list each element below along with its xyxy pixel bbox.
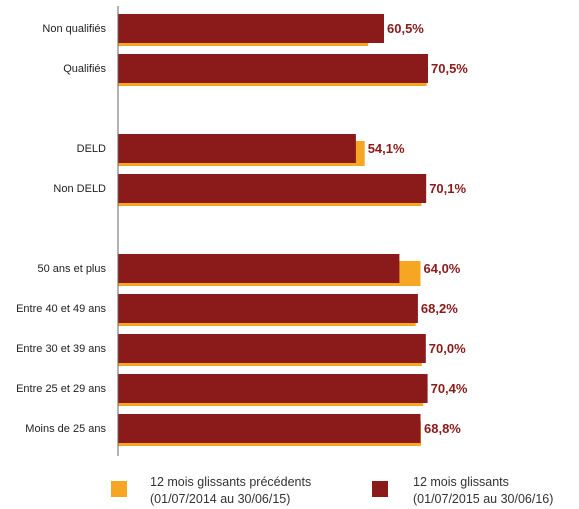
value-label-non-qualifies: 60,5% [387, 21, 424, 36]
legend-swatch-previous [111, 481, 127, 497]
bar-current-entre-40-et-49-ans [118, 294, 418, 323]
bar-current-deld [118, 134, 356, 163]
category-label-entre-40-et-49-ans: Entre 40 et 49 ans [16, 303, 106, 315]
bar-current-qualifies [118, 54, 428, 83]
bar-current-entre-30-et-39-ans [118, 334, 426, 363]
value-label-entre-30-et-39-ans: 70,0% [429, 341, 466, 356]
value-label-qualifies: 70,5% [431, 61, 468, 76]
value-label-50-ans-et-plus: 64,0% [424, 261, 461, 276]
legend-previous-period: (01/07/2014 au 30/06/15) [150, 492, 290, 506]
legend-current-period: (01/07/2015 au 30/06/16) [413, 492, 553, 506]
value-label-entre-25-et-29-ans: 70,4% [431, 381, 468, 396]
bar-current-50-ans-et-plus [118, 254, 400, 283]
legend: 12 mois glissants précédents (01/07/2014… [111, 475, 553, 506]
category-label-entre-25-et-29-ans: Entre 25 et 29 ans [16, 383, 106, 395]
category-label-50-ans-et-plus: 50 ans et plus [38, 263, 107, 275]
bar-current-non-deld [118, 174, 427, 203]
value-label-deld: 54,1% [368, 141, 405, 156]
legend-previous-name: 12 mois glissants précédents [150, 475, 311, 489]
labels-layer: Non qualifiés 60,5% Qualifiés 70,5% DELD 54,1… [16, 21, 468, 436]
category-label-deld: DELD [77, 143, 106, 155]
bar-current-moins-de-25-ans [118, 414, 421, 443]
category-label-non-qualifies: Non qualifiés [42, 23, 106, 35]
value-label-non-deld: 70,1% [429, 181, 466, 196]
category-label-entre-30-et-39-ans: Entre 30 et 39 ans [16, 343, 106, 355]
category-label-non-deld: Non DELD [53, 183, 106, 195]
legend-current-name: 12 mois glissants [413, 475, 509, 489]
category-label-moins-de-25-ans: Moins de 25 ans [25, 423, 106, 435]
legend-swatch-current [372, 481, 388, 497]
category-label-qualifies: Qualifiés [63, 63, 106, 75]
value-label-moins-de-25-ans: 68,8% [424, 421, 461, 436]
bars-layer [118, 14, 428, 446]
bar-current-non-qualifies [118, 14, 384, 43]
bar-current-entre-25-et-29-ans [118, 374, 428, 403]
value-label-entre-40-et-49-ans: 68,2% [421, 301, 458, 316]
